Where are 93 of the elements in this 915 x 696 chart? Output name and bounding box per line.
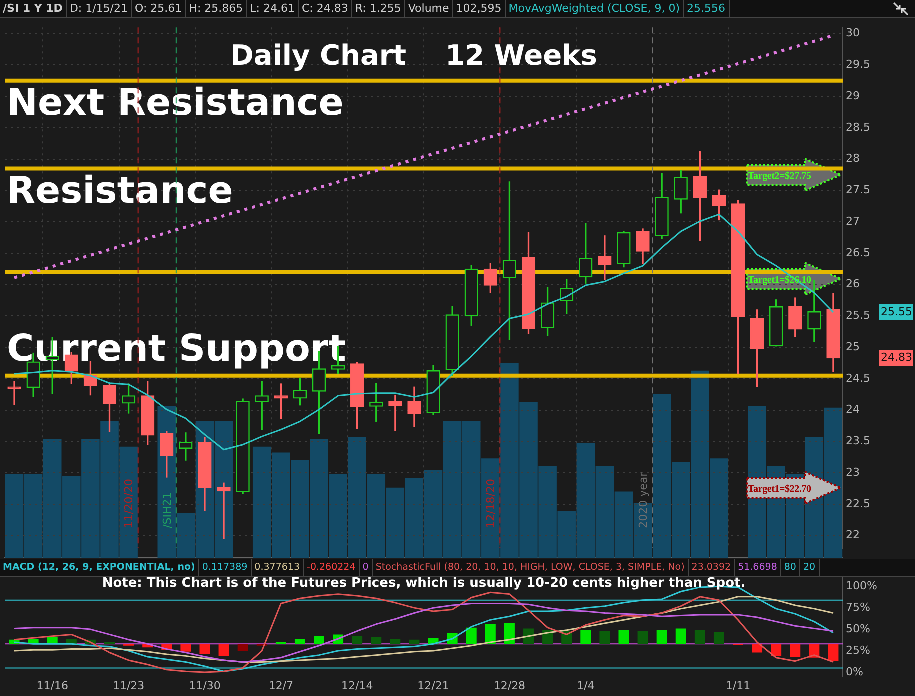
bar bbox=[694, 630, 706, 644]
bar bbox=[752, 644, 763, 653]
text: D: 1/15/21 bbox=[66, 0, 132, 17]
text: R: 1.255 bbox=[352, 0, 406, 17]
y-tick-label: 28.5 bbox=[846, 120, 870, 134]
bar bbox=[771, 644, 782, 656]
bar bbox=[294, 639, 306, 644]
bar bbox=[390, 639, 401, 644]
text: 0.377613 bbox=[252, 559, 304, 576]
text: /SI 1 Y 1D bbox=[0, 0, 67, 17]
text: 24.83 bbox=[881, 351, 912, 364]
text: 0 bbox=[360, 559, 373, 576]
y-tick-label: 27 bbox=[846, 214, 860, 228]
bar bbox=[714, 632, 724, 644]
text: 102,595 bbox=[453, 0, 506, 17]
text: C: 24.83 bbox=[298, 0, 352, 17]
bar bbox=[409, 640, 420, 644]
y-tick-label: 0% bbox=[846, 665, 864, 678]
text: 80 bbox=[781, 559, 800, 576]
bar bbox=[180, 644, 192, 652]
candlestick bbox=[179, 432, 193, 461]
bar bbox=[200, 644, 210, 654]
text: MovAvgWeighted (CLOSE, 9, 0) bbox=[506, 0, 684, 17]
bar bbox=[238, 644, 248, 652]
text: StochasticFull (80, 20, 10, 10, HIGH, LOW, CLOSE, 3, SIMPLE, No) bbox=[372, 559, 689, 576]
y-tick-label: 22 bbox=[846, 528, 860, 542]
ref-line-label: Next Resistance bbox=[7, 81, 344, 124]
y-tick-label: 25.5 bbox=[846, 309, 870, 322]
y-tick-label: 27.5 bbox=[846, 184, 870, 197]
y-tick-label: 25% bbox=[846, 644, 870, 657]
bar bbox=[676, 628, 686, 644]
x-tick-label: 12/28 bbox=[494, 679, 526, 692]
bar bbox=[828, 644, 839, 662]
y-tick-label: 24.5 bbox=[846, 372, 870, 385]
y-tick-label: 23 bbox=[846, 466, 860, 479]
bar bbox=[314, 636, 324, 644]
bar bbox=[618, 630, 630, 644]
text: 23.0392 bbox=[688, 559, 736, 576]
text: 20 bbox=[800, 559, 820, 576]
text: O: 25.61 bbox=[132, 0, 186, 17]
bar bbox=[485, 624, 496, 644]
bar bbox=[790, 644, 801, 658]
bar bbox=[600, 631, 610, 644]
x-tick-label: 12/7 bbox=[268, 679, 294, 692]
candlestick bbox=[598, 236, 612, 280]
y-tick-label: 29 bbox=[846, 89, 860, 102]
annotation: /SIH21 bbox=[160, 492, 174, 528]
y-tick-label: 29.5 bbox=[846, 58, 870, 72]
annotation: Target2=$27.75 bbox=[748, 171, 812, 182]
y-tick-label: 75% bbox=[846, 600, 870, 614]
x-tick-label: 11/23 bbox=[112, 679, 145, 692]
x-tick-label: 1/11 bbox=[726, 679, 751, 692]
annotation: 2020 year bbox=[636, 472, 650, 528]
y-tick-label: 23.5 bbox=[846, 434, 870, 448]
bar bbox=[352, 636, 363, 644]
annotation: 11/20/20 bbox=[122, 478, 136, 528]
bar bbox=[466, 628, 477, 644]
text: 25.55 bbox=[881, 305, 912, 318]
y-tick-label: 24 bbox=[846, 403, 860, 416]
candlestick bbox=[217, 482, 231, 540]
text: 25.556 bbox=[684, 0, 730, 17]
text: 51.6698 bbox=[735, 559, 782, 576]
annotation: 12/18/20 bbox=[484, 478, 498, 528]
x-tick-label: 11/30 bbox=[189, 679, 221, 692]
candlestick bbox=[388, 394, 402, 432]
bar bbox=[504, 624, 515, 644]
y-tick-label: 100% bbox=[846, 579, 878, 592]
bar bbox=[371, 637, 382, 644]
ref-line-label: Resistance bbox=[7, 168, 234, 212]
text: -0.260224 bbox=[304, 559, 360, 576]
text: MACD (12, 26, 9, EXPONENTIAL, no) bbox=[0, 559, 200, 576]
annotation: Target1=$22.70 bbox=[748, 484, 812, 496]
text: 0.117389 bbox=[199, 559, 252, 576]
x-tick-label: 11/16 bbox=[36, 679, 68, 692]
x-tick-label: 1/4 bbox=[577, 679, 595, 692]
y-tick-label: 28 bbox=[846, 152, 860, 166]
y-tick-label: 50% bbox=[846, 622, 870, 636]
bar bbox=[218, 644, 230, 656]
text: L: 24.61 bbox=[247, 0, 299, 17]
bar bbox=[656, 630, 668, 644]
text: Volume bbox=[405, 0, 454, 17]
y-tick-label: 25 bbox=[846, 340, 860, 354]
chart-title: Daily Chart 12 Weeks bbox=[230, 38, 598, 72]
bar bbox=[524, 628, 534, 644]
y-tick-label: 26 bbox=[846, 278, 860, 291]
bar bbox=[638, 631, 648, 644]
x-tick-label: 12/21 bbox=[418, 679, 450, 692]
y-tick-label: 30 bbox=[846, 26, 860, 40]
bar bbox=[580, 630, 592, 644]
text: H: 25.865 bbox=[186, 0, 248, 17]
x-tick-label: 12/14 bbox=[341, 679, 374, 692]
y-tick-label: 22.5 bbox=[846, 497, 870, 510]
y-tick-label: 26.5 bbox=[846, 246, 870, 260]
